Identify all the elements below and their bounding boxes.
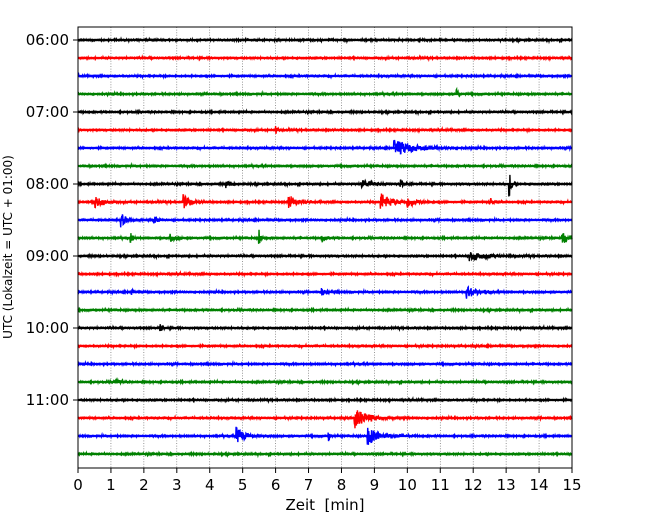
x-tick-label: 6 [271, 476, 281, 494]
x-tick-label: 4 [205, 476, 215, 494]
x-tick-label: 12 [464, 476, 483, 494]
y-tick-label: 10:00 [26, 319, 69, 337]
x-tick-label: 7 [304, 476, 314, 494]
grid-lines [110, 27, 540, 468]
x-tick-label: 3 [172, 476, 182, 494]
x-tick-label: 2 [139, 476, 149, 494]
y-tick-label: 11:00 [26, 391, 69, 409]
x-tick-label: 15 [562, 476, 581, 494]
x-axis: 0 1 2 3 4 5 6 7 8 9 10 11 12 13 14 15 [73, 468, 582, 494]
y-axis-label: UTC (Lokalzeit = UTC + 01:00) [1, 155, 15, 339]
x-tick-label: 8 [337, 476, 347, 494]
plot-frame [77, 26, 573, 469]
x-tick-label: 5 [238, 476, 248, 494]
x-axis-label: Zeit [min] [285, 496, 364, 514]
x-tick-label: 11 [431, 476, 450, 494]
x-tick-label: 10 [398, 476, 417, 494]
y-tick-label: 06:00 [26, 31, 69, 49]
trace-group [77, 36, 573, 459]
x-tick-label: 0 [73, 476, 83, 494]
x-tick-label: 9 [370, 476, 380, 494]
plot-background [78, 27, 572, 468]
y-tick-label: 09:00 [26, 247, 69, 265]
x-tick-label: 13 [497, 476, 516, 494]
y-axis: 06:00 07:00 08:00 09:00 10:00 11:00 [26, 31, 78, 409]
y-tick-label: 07:00 [26, 103, 69, 121]
y-tick-label: 08:00 [26, 175, 69, 193]
x-tick-label: 1 [106, 476, 116, 494]
x-tick-label: 14 [530, 476, 549, 494]
